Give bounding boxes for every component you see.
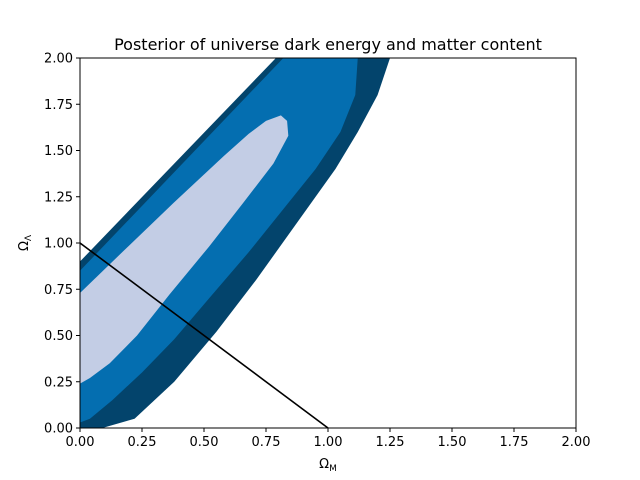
contour-middle-region <box>80 58 358 423</box>
x-tick-label: 1.25 <box>376 435 405 450</box>
y-tick-label: 2.00 <box>44 52 73 67</box>
y-tick-label: 0.25 <box>44 375 73 390</box>
contour-layer <box>80 58 390 428</box>
plot-area <box>79 57 577 429</box>
y-axis-label: ΩΛ <box>17 234 34 251</box>
x-tick-label: 1.00 <box>314 435 343 450</box>
x-axis-label: ΩM <box>319 457 337 474</box>
y-axis-ticks: 0.00 0.25 0.50 0.75 1.00 1.25 1.50 1.75 2.00 <box>44 52 80 437</box>
x-tick-label: 1.75 <box>500 435 529 450</box>
x-tick-label: 0.50 <box>190 435 219 450</box>
x-tick-label: 0.00 <box>66 435 95 450</box>
contour-inner-region <box>80 115 289 384</box>
y-tick-label: 1.00 <box>44 237 73 252</box>
x-axis-label-sub: M <box>329 464 337 474</box>
flat-universe-line <box>80 242 329 428</box>
y-tick-label: 1.75 <box>44 98 73 113</box>
y-tick-label: 0.50 <box>44 329 73 344</box>
x-tick-label: 1.50 <box>438 435 467 450</box>
y-tick-label: 0.75 <box>44 283 73 298</box>
y-tick-label: 1.25 <box>44 190 73 205</box>
y-tick-label: 1.50 <box>44 144 73 159</box>
y-axis-label-main: Ω <box>17 241 32 251</box>
x-axis-label-main: Ω <box>319 457 329 472</box>
y-tick-label: 0.00 <box>44 422 73 437</box>
chart-title: Posterior of universe dark energy and ma… <box>114 35 542 54</box>
x-tick-label: 0.25 <box>128 435 157 450</box>
y-axis-label-sub: Λ <box>24 234 34 241</box>
x-tick-label: 0.75 <box>252 435 281 450</box>
line-layer <box>80 242 329 428</box>
x-tick-label: 2.00 <box>562 435 591 450</box>
x-axis-ticks: 0.00 0.25 0.50 0.75 1.00 1.25 1.50 1.75 2.00 <box>66 428 591 450</box>
